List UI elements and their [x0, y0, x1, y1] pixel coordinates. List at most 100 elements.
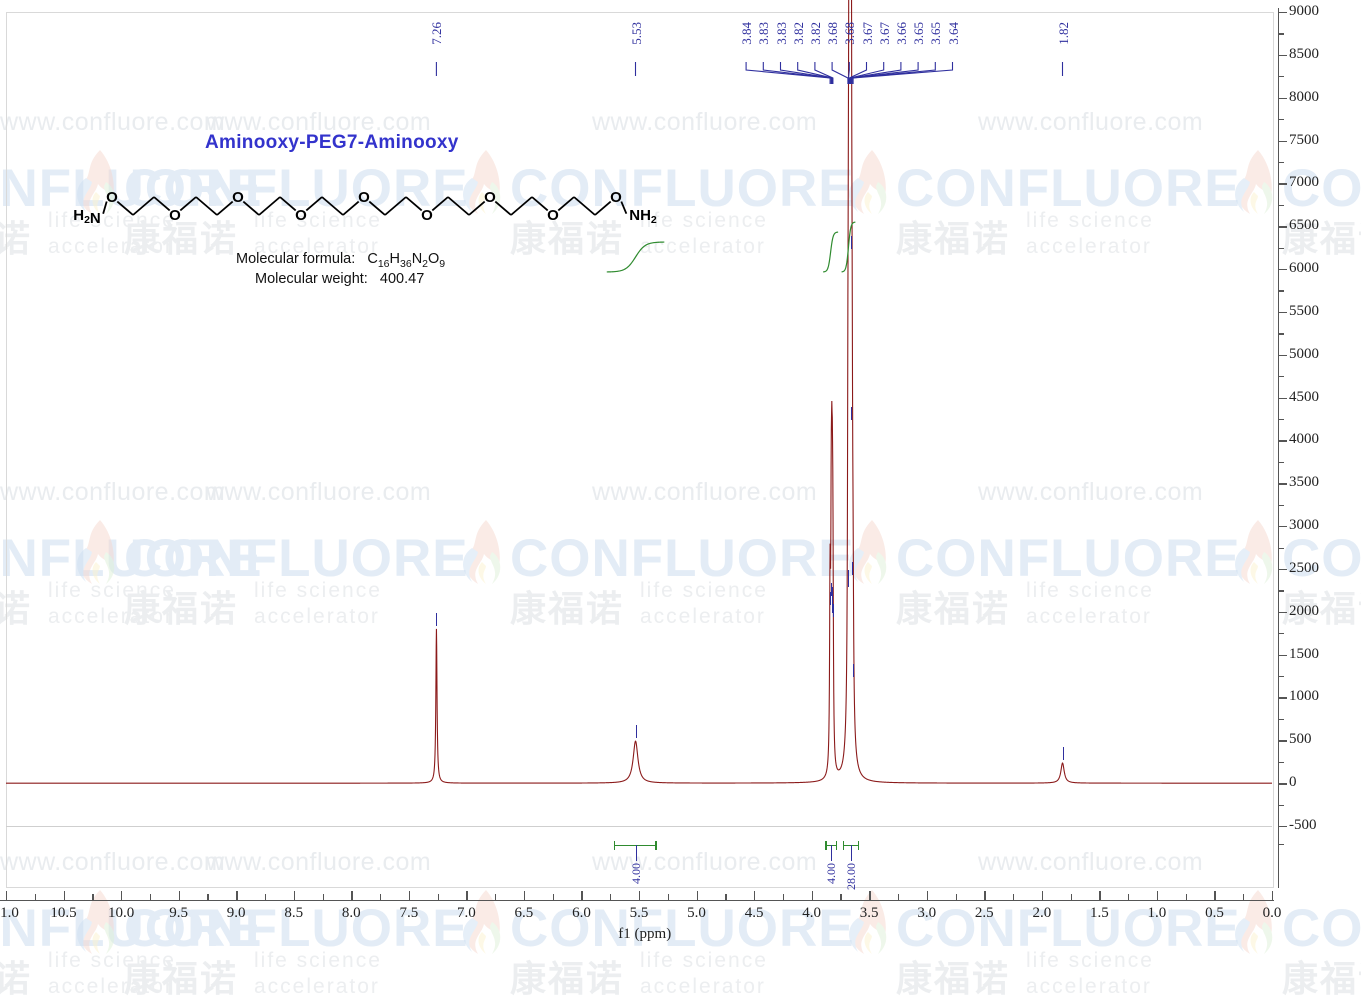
y-axis-label: 1000	[1289, 688, 1319, 705]
x-axis-label: 4.0	[802, 905, 821, 921]
peak-marker	[853, 664, 855, 678]
y-axis-tick	[1278, 54, 1287, 57]
watermark-tagline: life science accelerator	[1026, 949, 1154, 999]
y-axis-tick	[1278, 483, 1287, 485]
x-axis-label: 0.5	[1205, 905, 1224, 921]
bond	[279, 196, 297, 212]
y-axis-tick	[1278, 568, 1287, 571]
peak-marker	[832, 604, 834, 618]
x-axis-minor-tick	[380, 894, 382, 900]
plot-border	[6, 12, 1274, 888]
integral-bracket	[842, 845, 858, 847]
x-axis-minor-tick	[1013, 894, 1015, 900]
y-axis-tick	[1278, 97, 1287, 100]
oxygen-atom: O	[421, 207, 433, 224]
integral-stem	[850, 845, 852, 861]
bond	[594, 200, 612, 216]
molecular-formula: Molecular formula: C16H36N2O9	[236, 251, 446, 270]
bond	[242, 200, 260, 216]
peak-marker	[635, 725, 637, 739]
y-axis-minor-tick	[1278, 676, 1284, 678]
x-axis-tick	[1099, 891, 1101, 900]
integral-bracket	[613, 845, 656, 847]
integral-bracket-cap	[857, 841, 860, 850]
bond	[305, 196, 323, 212]
y-axis-minor-tick	[1278, 718, 1284, 721]
watermark-brand-cn: 康福诺	[0, 959, 33, 1000]
bond	[153, 196, 171, 212]
bond	[195, 196, 218, 216]
y-axis-label: 1500	[1289, 645, 1319, 662]
x-axis-tick	[926, 891, 929, 900]
y-axis-label: 4500	[1289, 388, 1319, 405]
baseline-separator	[6, 826, 1272, 827]
integral-curve	[841, 221, 856, 273]
spectrum-trace	[6, 0, 1272, 784]
oxygen-atom: O	[484, 189, 496, 206]
integral-bracket	[825, 845, 836, 847]
page-title: Aminooxy-PEG7-Aminooxy	[205, 132, 459, 153]
x-axis-tick	[293, 891, 296, 900]
x-axis-label: 9.5	[169, 905, 188, 921]
spectrum-line	[6, 0, 1272, 784]
oxygen-atom: O	[169, 207, 181, 224]
y-axis-label: -500	[1289, 817, 1317, 833]
y-axis-tick	[1278, 183, 1287, 185]
x-axis-tick	[63, 891, 65, 900]
x-axis-minor-tick	[34, 894, 36, 900]
x-axis-tick	[1272, 891, 1274, 900]
y-axis-minor-tick	[1278, 804, 1284, 806]
y-axis-tick	[1278, 226, 1287, 228]
x-axis-tick	[696, 891, 698, 900]
y-axis-label: 5000	[1289, 345, 1319, 362]
bond	[494, 200, 512, 216]
x-axis-label: 2.0	[1032, 905, 1052, 921]
bond	[368, 200, 386, 216]
x-axis-label: 9.0	[226, 905, 246, 921]
y-axis-label: 5500	[1289, 302, 1319, 319]
watermark-tagline: life science accelerator	[640, 949, 768, 999]
x-axis-label: 10.5	[50, 905, 77, 921]
bond	[342, 200, 360, 216]
molecular-structure: O O O O O O O O O H2N NH2	[73, 189, 657, 227]
x-axis-title: f1 (ppm)	[618, 926, 672, 942]
bond	[216, 200, 234, 216]
x-axis-tick	[811, 891, 814, 900]
watermark-tagline: life science accelerator	[48, 949, 176, 999]
peak-marker	[830, 591, 832, 605]
bond	[132, 196, 155, 216]
y-axis-minor-tick	[1278, 76, 1284, 78]
x-axis-minor-tick	[725, 894, 727, 900]
x-axis-minor-tick	[840, 894, 842, 900]
x-axis-tick	[754, 891, 756, 900]
bond	[179, 196, 197, 212]
x-axis-tick	[639, 891, 641, 900]
x-axis-tick	[1156, 891, 1159, 900]
y-axis-minor-tick	[1278, 119, 1284, 121]
bond	[431, 196, 449, 212]
x-axis-minor-tick	[1070, 894, 1072, 900]
y-axis-minor-tick	[1278, 247, 1284, 249]
y-axis-label: 6000	[1289, 260, 1319, 277]
y-axis-tick	[1278, 826, 1287, 828]
peak-marker	[847, 574, 849, 588]
bond	[620, 201, 628, 215]
x-axis-label: 6.5	[514, 905, 534, 921]
peak-marker	[851, 407, 853, 421]
y-axis-minor-tick	[1278, 504, 1284, 506]
y-axis-tick	[1278, 12, 1287, 14]
y-axis-label: 6500	[1289, 217, 1319, 234]
x-axis-tick	[236, 891, 238, 900]
integral-stem	[635, 845, 637, 861]
x-axis-label: 10.0	[107, 905, 135, 921]
x-axis-minor-tick	[207, 894, 209, 900]
bond	[531, 196, 549, 212]
peak-marker	[848, 570, 850, 584]
x-axis-label: 11.0	[0, 905, 19, 921]
watermark-tagline: life science accelerator	[254, 949, 382, 999]
y-axis-tick	[1278, 354, 1287, 357]
x-axis-label: 5.0	[687, 905, 706, 921]
y-axis-label: 7000	[1289, 174, 1319, 191]
y-axis-label: 8000	[1289, 88, 1319, 105]
y-axis-tick	[1278, 697, 1287, 699]
